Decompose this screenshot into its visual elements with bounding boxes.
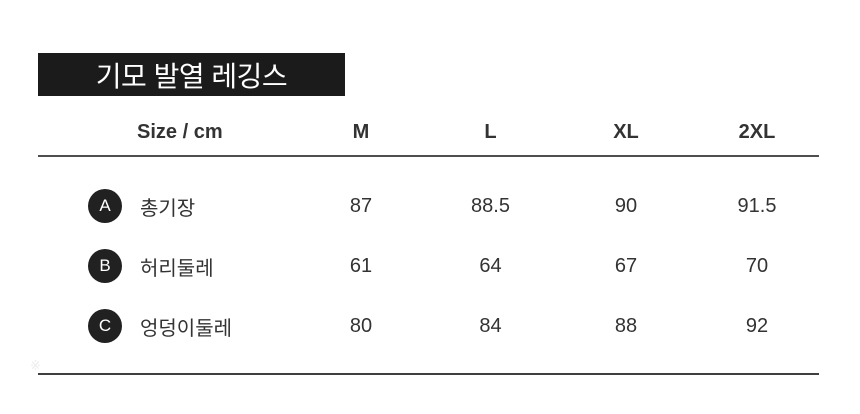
value-b-l: 64 bbox=[479, 254, 502, 277]
value-b-m: 61 bbox=[349, 254, 373, 277]
table-row-waist: B 허리둘레 61 64 67 70 bbox=[38, 236, 819, 296]
product-title: 기모 발열 레깅스 bbox=[95, 60, 288, 92]
col-header-size-cm: Size / cm bbox=[137, 121, 223, 143]
col-header-m: M bbox=[352, 121, 370, 143]
faint-asterisk-mark: ※ bbox=[30, 358, 41, 373]
size-table-header-row: Size / cm M L XL 2XL bbox=[38, 110, 819, 157]
row-header-cell: C 엉덩이둘레 bbox=[38, 309, 298, 343]
product-title-banner: 기모 발열 레깅스 bbox=[38, 53, 345, 96]
col-header-2xl: 2XL bbox=[738, 121, 776, 143]
row-label-hip: 엉덩이둘레 bbox=[140, 317, 232, 340]
row-badge-c: C bbox=[88, 309, 122, 343]
value-c-xl: 88 bbox=[614, 314, 638, 337]
value-b-xl: 67 bbox=[614, 254, 638, 277]
value-c-2xl: 92 bbox=[745, 314, 769, 337]
value-b-2xl: 70 bbox=[745, 254, 769, 277]
table-row-hip: C 엉덩이둘레 80 84 88 92 bbox=[38, 296, 819, 356]
col-header-xl: XL bbox=[613, 121, 639, 143]
value-a-l: 88.5 bbox=[471, 194, 510, 217]
value-a-m: 87 bbox=[349, 194, 373, 217]
row-label-total-length: 총기장 bbox=[140, 197, 196, 220]
row-badge-b: B bbox=[88, 249, 122, 283]
row-header-cell: B 허리둘레 bbox=[38, 249, 298, 283]
size-table-body: A 총기장 87 88.5 90 91.5 B 허리둘레 61 64 67 70 bbox=[38, 157, 819, 375]
row-badge-a: A bbox=[88, 189, 122, 223]
value-c-m: 80 bbox=[349, 314, 373, 337]
table-row-total-length: A 총기장 87 88.5 90 91.5 bbox=[38, 176, 819, 236]
value-a-2xl: 91.5 bbox=[737, 194, 777, 217]
row-label-waist: 허리둘레 bbox=[140, 257, 214, 280]
row-header-cell: A 총기장 bbox=[38, 189, 298, 223]
size-table: Size / cm M L XL 2XL A 총기장 87 88.5 90 91… bbox=[38, 110, 819, 375]
value-c-l: 84 bbox=[479, 314, 502, 337]
value-a-xl: 90 bbox=[614, 194, 638, 217]
col-header-l: L bbox=[484, 121, 497, 143]
